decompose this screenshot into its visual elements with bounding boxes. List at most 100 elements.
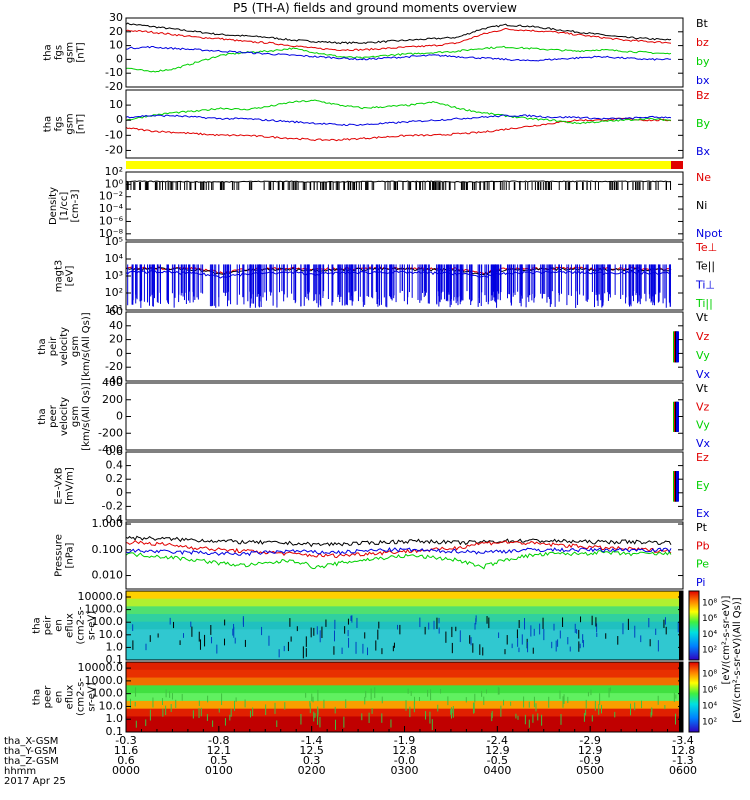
legend-entry-Bz: Bz (696, 89, 710, 102)
spectrogram-band (126, 708, 683, 717)
x-tick-label: 0500 (576, 764, 604, 777)
y-axis-label: tha (37, 338, 48, 354)
y-axis-label: [cm-3] (70, 189, 81, 222)
y-axis-label: magt3 (54, 260, 65, 293)
y-axis-label: Density (48, 187, 59, 225)
x-tick-label: -1.9 (394, 734, 415, 747)
y-tick-label: 10000.0 (78, 590, 124, 603)
legend-entry-Pb: Pb (696, 539, 710, 552)
legend-entry-Vx: Vx (696, 368, 711, 381)
colorbar-peer (688, 661, 700, 733)
y-tick-label: 0 (116, 113, 123, 126)
colorbar-label: [eV/(cm²-s-sr-eV)] (721, 595, 732, 684)
panel-frame (125, 382, 684, 451)
x-tick-label: 0600 (669, 764, 697, 777)
x-tick-label: 0000 (112, 764, 140, 777)
y-tick-label: 10⁰ (105, 177, 124, 190)
y-tick-label: 1.000 (92, 517, 124, 530)
y-axis-label: Pressure (54, 534, 65, 577)
y-axis-label: eflux (65, 613, 76, 638)
legend-entry-Ti||: Ti|| (695, 297, 713, 310)
y-axis-label: [km/s(All Qs)] (81, 382, 92, 450)
y-axis-label: peer (48, 404, 59, 428)
x-tick-label: 11.6 (114, 744, 139, 757)
legend-entry-Te⊥: Te⊥ (695, 241, 717, 254)
x-tick-label: -0.8 (208, 734, 229, 747)
y-axis-label: en (54, 691, 65, 704)
panel-pressure: 1.000 0.100 0.010 Pressure [nPa] Pt Pb Pe Pi (54, 517, 710, 590)
y-tick-label: 10⁻² (99, 190, 123, 203)
x-tick-label: 0300 (391, 764, 419, 777)
y-axis-label: [nT] (76, 114, 87, 134)
y-tick-label: 0 (116, 486, 123, 499)
y-tick-label: 200 (102, 393, 123, 406)
y-tick-label: 10.0 (99, 628, 124, 641)
y-tick-label: 60 (109, 305, 123, 318)
spectrogram-band (126, 621, 683, 630)
date-label: 2017 Apr 25 (4, 776, 66, 787)
legend-entry-Vx: Vx (696, 437, 711, 450)
y-tick-label: -10 (105, 66, 123, 79)
panel-frame (125, 590, 684, 661)
panel-efield: -0.4-0.200.20.40.6 E=-VxB [mV/m] Ez Ey Ex (54, 445, 710, 526)
y-tick-label: 0.6 (106, 445, 124, 458)
y-tick-label: 0.010 (92, 569, 124, 582)
y-tick-label: -0.4 (102, 513, 123, 526)
series-line-Te|| (126, 266, 672, 276)
page-title: P5 (TH-A) fields and ground moments over… (233, 1, 517, 15)
y-tick-label: 10⁵ (105, 235, 123, 248)
legend-entry-Ti⊥: Ti⊥ (695, 278, 715, 291)
y-axis-label: [1/cc] (59, 192, 70, 221)
y-axis-label: sr-eV) (87, 611, 98, 640)
panel-peer_velocity: -400 -200 0 200 400 tha peer velocity gsm [km/s(A… (37, 376, 711, 456)
spectrogram-gap (679, 662, 683, 732)
legend-entry-Pt: Pt (696, 521, 708, 534)
x-tick-label: 12.1 (207, 744, 232, 757)
spectrogram-band (126, 662, 683, 671)
colorbar-peir (688, 590, 700, 661)
y-tick-label: 0.4 (106, 459, 124, 472)
x-tick-label: -0.3 (115, 734, 136, 747)
y-tick-label: 10.0 (99, 699, 124, 712)
y-axis-label: tha (43, 44, 54, 60)
legend-entry-Ne: Ne (696, 171, 711, 184)
series-line-by (125, 45, 672, 73)
legend-entry-Bt: Bt (696, 17, 709, 30)
y-tick-label: 10⁴ (105, 252, 124, 265)
y-axis-label: gsm (65, 113, 76, 134)
y-tick-label: 0.1 (106, 725, 124, 738)
spectrogram-band (126, 637, 683, 646)
y-tick-label: -0.2 (102, 499, 123, 512)
colorbar-tick-label: 10⁴ (702, 630, 717, 640)
y-tick-label: 1.0 (106, 640, 124, 653)
end-burst (676, 401, 679, 432)
colorbar-tick-label: 10⁶ (702, 686, 717, 696)
x-tick-label: -3.4 (672, 734, 693, 747)
y-axis-label: [nPa] (65, 542, 76, 568)
y-tick-label: 10 (109, 39, 123, 52)
y-tick-label: 10² (105, 165, 123, 178)
y-tick-label: 100.0 (92, 615, 124, 628)
spectrogram-band (126, 652, 683, 661)
y-tick-label: 10¹ (105, 303, 123, 316)
y-axis-label: velocity (59, 397, 70, 436)
colorbar-tick-label: 10² (702, 718, 717, 728)
series-line-By (125, 99, 672, 125)
panel-temperature: 10⁵ 10⁴ 10³ 10² 10¹ magt3 [eV] Te⊥ Te|| Ti⊥ Ti|| (54, 235, 718, 316)
legend-entry-Ex: Ex (696, 507, 710, 520)
x-tick-label: 12.5 (299, 744, 324, 757)
legend-entry-bx: bx (696, 74, 710, 87)
spectrogram-band (126, 685, 683, 694)
legend-entry-Bx: Bx (696, 145, 711, 158)
y-tick-label: 0 (116, 346, 123, 359)
series-line-Ti⊥ (125, 270, 672, 279)
x-tick-label: -0.0 (394, 754, 415, 767)
x-tick-label: 0.6 (117, 754, 135, 767)
x-row-label: tha_Y-GSM (4, 746, 57, 757)
legend-entry-by: by (696, 55, 710, 68)
y-tick-label: -20 (105, 143, 123, 156)
